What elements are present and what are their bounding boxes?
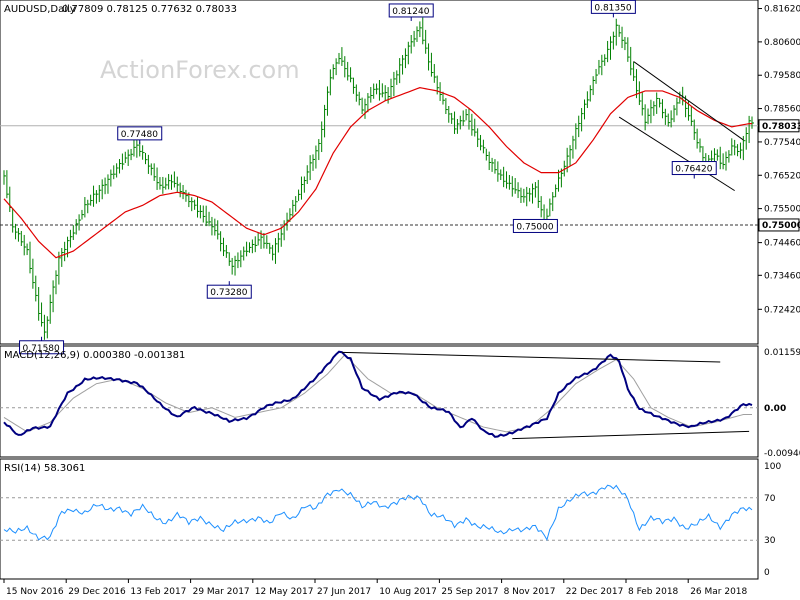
rsi-y-tick-label: 0 — [764, 568, 770, 578]
price-title: AUDUSD,Daily — [4, 4, 76, 15]
watermark: ActionForex.com — [100, 56, 300, 84]
price-axis-marker-box — [758, 218, 800, 232]
rsi-y-tick-label: 70 — [764, 494, 776, 504]
macd-y-tick-label: 0.00 — [764, 404, 786, 414]
price-y-tick-label: 0.73460 — [764, 271, 800, 281]
macd-trendline — [512, 430, 750, 440]
price-axis-marker-label: 0.75000 — [762, 221, 800, 231]
x-tick-label: 15 Nov 2016 — [6, 587, 64, 597]
rsi-y-tick-label: 30 — [764, 536, 776, 546]
macd-trendline — [341, 351, 721, 363]
price-y-tick-label: 0.76520 — [764, 171, 800, 181]
annotation-label: 0.73280 — [210, 288, 247, 298]
axis-layer: 0.81620 0.80600 0.79580 0.78560 0.77540 0.765… — [3, 5, 800, 597]
annotation-box — [512, 218, 558, 233]
macd-line — [3, 350, 753, 438]
annotation-box — [590, 0, 636, 14]
price-y-tick-label: 0.78560 — [764, 105, 800, 115]
macd-y-tick-label: -0.00940 — [764, 449, 800, 459]
price-axis-marker-box — [758, 119, 800, 133]
price-y-tick-label: 0.77540 — [764, 138, 800, 148]
annotation-label: 0.75000 — [516, 222, 553, 232]
x-tick-label: 10 Aug 2017 — [379, 587, 437, 597]
annotation-box — [388, 3, 434, 18]
x-tick-label: 25 Sep 2017 — [441, 587, 498, 597]
annotation-box — [19, 340, 65, 355]
macd-panel-frame — [0, 345, 759, 458]
price-y-tick-label: 0.80600 — [764, 38, 800, 48]
x-tick-label: 12 May 2017 — [255, 587, 314, 597]
ohlc-values: 0.77809 0.78125 0.77632 0.78033 — [62, 4, 237, 15]
macd-layer — [0, 350, 758, 440]
rsi-y-tick-label: 100 — [764, 462, 781, 472]
price-layer: 0.81240 0.81350 0.77480 0.76420 0.75000 0.732… — [0, 0, 758, 355]
annotation-label: 0.71580 — [23, 344, 60, 354]
price-y-tick-label: 0.79580 — [764, 71, 800, 81]
x-tick-label: 8 Feb 2018 — [628, 587, 679, 597]
price-trendline — [633, 61, 744, 141]
price-y-tick-label: 0.75500 — [764, 205, 800, 215]
rsi-layer — [0, 484, 758, 541]
annotation-label: 0.81240 — [392, 7, 429, 17]
price-y-tick-label: 0.72420 — [764, 305, 800, 315]
x-tick-label: 8 Nov 2017 — [504, 587, 556, 597]
x-tick-label: 22 Dec 2017 — [566, 587, 624, 597]
price-y-tick-label: 0.81620 — [764, 5, 800, 15]
x-tick-label: 29 Dec 2016 — [68, 587, 126, 597]
rsi-title: RSI(14) 58.3061 — [4, 463, 85, 474]
macd-y-tick-label: 0.01159 — [764, 348, 800, 358]
annotation-box — [671, 161, 717, 176]
annotation-label: 0.76420 — [675, 165, 712, 175]
annotation-label: 0.81350 — [594, 3, 631, 13]
price-y-tick-label: 0.74460 — [764, 239, 800, 249]
price-panel-frame — [0, 0, 759, 345]
rsi-panel-frame — [0, 458, 759, 580]
macd-title: MACD(12,26,9) 0.000380 -0.001381 — [4, 350, 185, 361]
annotation-box — [117, 126, 163, 141]
x-tick-label: 29 Mar 2017 — [193, 587, 250, 597]
price-axis-marker-label: 0.78033 — [762, 122, 800, 132]
annotation-label: 0.77480 — [121, 130, 158, 140]
x-tick-label: 26 Mar 2018 — [690, 587, 747, 597]
x-tick-label: 13 Feb 2017 — [130, 587, 186, 597]
x-tick-label: 27 Jun 2017 — [317, 587, 371, 597]
moving-average-line — [3, 87, 752, 259]
annotation-box — [206, 284, 252, 299]
price-trendline — [618, 116, 735, 192]
rsi-line — [3, 484, 753, 541]
